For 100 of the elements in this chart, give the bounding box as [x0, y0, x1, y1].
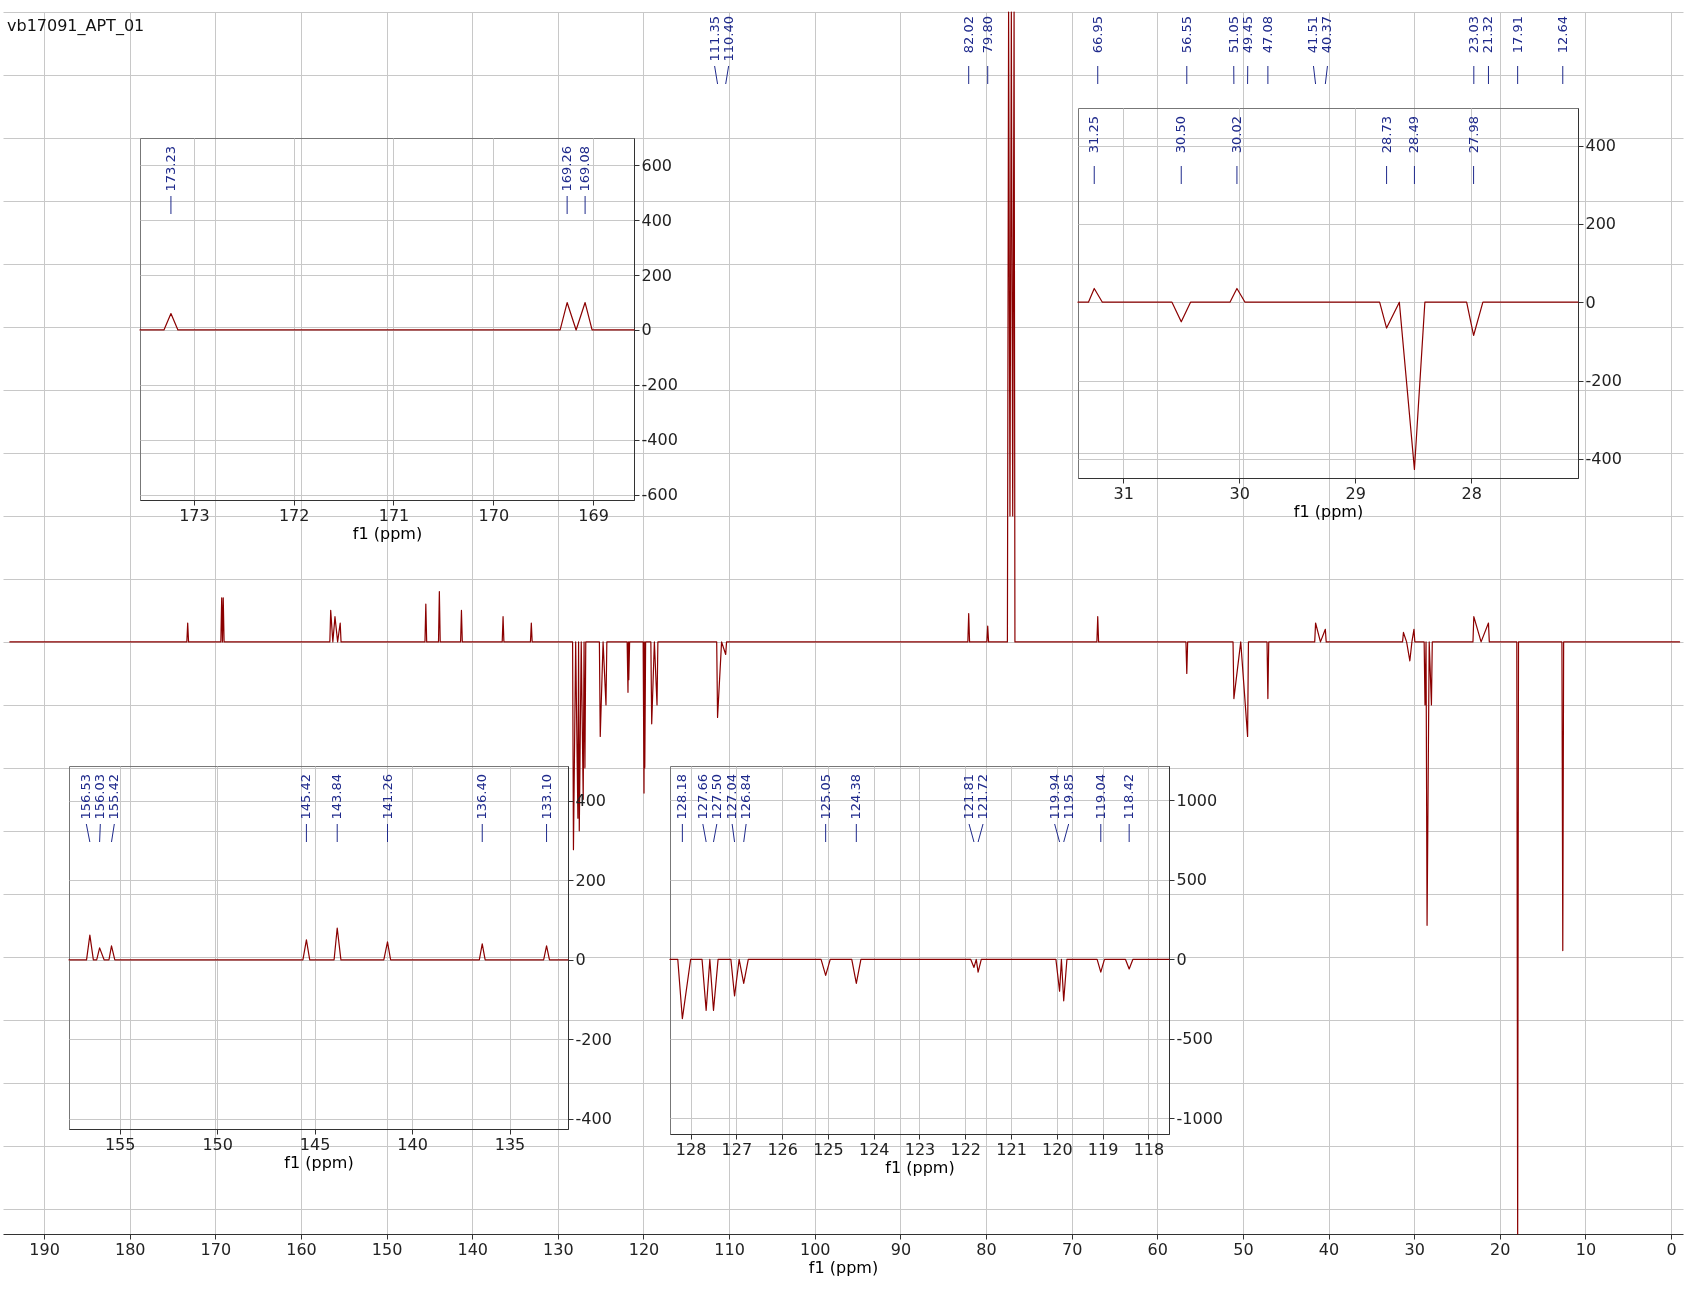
x-axis-title: f1 (ppm)	[1293, 501, 1364, 521]
annotation: 155.42	[106, 774, 122, 820]
annotation: 30.02	[1228, 116, 1244, 154]
x-tick-label: 150	[371, 1239, 403, 1259]
annotation: 110.40	[720, 16, 736, 62]
annotation: 127.66	[694, 774, 710, 820]
y-tick-label: 200	[1585, 214, 1617, 234]
y-tick-label: -400	[641, 430, 678, 450]
y-tick-label: -400	[575, 1109, 612, 1129]
x-tick-label: 122	[950, 1139, 982, 1159]
x-tick-label: 110	[714, 1239, 745, 1259]
x-tick-label: 173	[179, 505, 210, 525]
annotation: 121.81	[961, 774, 977, 820]
x-axis-title: f1 (ppm)	[885, 1157, 955, 1177]
x-tick-label: 40	[1318, 1239, 1340, 1259]
x-tick-label: 126	[767, 1139, 798, 1159]
y-tick-label: -200	[1585, 371, 1622, 391]
line-series	[68, 927, 569, 961]
x-tick-label: 169	[578, 505, 609, 525]
annotation: 125.05	[817, 774, 833, 820]
x-tick-label: 128	[675, 1139, 707, 1159]
y-tick-label: 500	[1176, 870, 1208, 890]
annotation: 28.73	[1378, 116, 1394, 154]
annotation: 12.64	[1554, 16, 1570, 54]
annotation: 51.05	[1225, 16, 1241, 54]
annotation: 173.23	[162, 146, 178, 192]
x-tick-label: 125	[813, 1139, 844, 1159]
annotation: 156.03	[92, 774, 108, 820]
annotation: 156.53	[78, 774, 94, 820]
y-tick-label: 1000	[1176, 791, 1218, 810]
annotation: 49.45	[1239, 16, 1255, 54]
x-tick-label: 145	[299, 1134, 331, 1154]
x-tick-label: 160	[286, 1239, 317, 1259]
annotation: 30.50	[1173, 116, 1189, 154]
annotation: 169.26	[559, 146, 575, 192]
annotation: 23.03	[1465, 16, 1481, 54]
annotation: 127.04	[724, 774, 740, 820]
y-tick-label: 600	[641, 155, 673, 175]
chart-title: vb17091_APT_01	[7, 16, 145, 36]
annotation: 17.91	[1509, 16, 1525, 54]
y-tick-label: 400	[1585, 136, 1617, 156]
x-tick-label: 135	[494, 1134, 526, 1154]
annotation: 143.84	[329, 774, 345, 820]
x-tick-label: 70	[1061, 1239, 1083, 1259]
y-tick-label: 0	[1585, 292, 1596, 312]
x-tick-label: 20	[1490, 1239, 1511, 1259]
annotation: 21.32	[1480, 16, 1496, 54]
x-tick-label: 170	[478, 505, 510, 525]
annotation: 28.49	[1406, 116, 1422, 154]
x-tick-label: 130	[543, 1239, 574, 1259]
annotation: 79.80	[979, 16, 995, 54]
x-tick-label: 155	[104, 1134, 136, 1154]
x-tick-label: 0	[1666, 1239, 1677, 1259]
annotation: 40.37	[1319, 16, 1335, 54]
annotation: 136.40	[474, 774, 490, 820]
y-tick-label: 0	[1176, 949, 1187, 969]
annotation: 128.18	[674, 774, 690, 820]
y-tick-label: -200	[575, 1029, 612, 1049]
y-tick-label: 200	[641, 265, 673, 285]
annotation: 111.35	[706, 16, 722, 62]
annotation: 124.38	[848, 774, 864, 820]
annotation: 47.08	[1259, 16, 1275, 54]
x-tick-label: 80	[976, 1239, 997, 1259]
x-tick-label: 150	[202, 1134, 233, 1154]
annotation: 121.72	[975, 774, 991, 820]
y-tick-label: -1000	[1176, 1108, 1223, 1128]
annotation: 66.95	[1089, 16, 1105, 54]
x-tick-label: 50	[1233, 1239, 1254, 1259]
x-tick-label: 121	[996, 1139, 1027, 1159]
x-tick-label: 120	[628, 1239, 660, 1259]
x-tick-label: 127	[721, 1139, 753, 1159]
annotation: 41.51	[1305, 16, 1321, 54]
x-tick-label: 124	[858, 1139, 890, 1159]
y-tick-label: 0	[641, 320, 652, 340]
x-axis-title: f1 (ppm)	[808, 1257, 879, 1277]
y-tick-label: -500	[1176, 1029, 1213, 1049]
x-axis-title: f1 (ppm)	[352, 523, 423, 543]
x-tick-label: 123	[904, 1139, 936, 1159]
x-axis-title: f1 (ppm)	[284, 1152, 354, 1172]
x-tick-label: 180	[114, 1239, 146, 1259]
x-tick-label: 100	[799, 1239, 831, 1259]
y-tick-label: -200	[641, 375, 678, 395]
annotation: 27.98	[1465, 116, 1481, 154]
annotation: 126.84	[738, 774, 754, 820]
x-tick-label: 29	[1345, 483, 1366, 503]
annotation: 82.02	[960, 16, 976, 54]
x-tick-label: 140	[457, 1239, 489, 1259]
x-tick-label: 120	[1042, 1139, 1073, 1159]
annotation: 127.50	[708, 774, 724, 820]
x-tick-label: 140	[397, 1134, 428, 1154]
y-tick-label: 400	[641, 210, 673, 230]
annotation: 118.42	[1121, 774, 1137, 820]
x-tick-label: 30	[1404, 1239, 1425, 1259]
x-tick-label: 190	[29, 1239, 60, 1259]
x-tick-label: 30	[1229, 483, 1250, 503]
y-tick-label: 0	[575, 950, 586, 970]
annotation: 141.26	[379, 774, 395, 820]
x-tick-label: 28	[1461, 483, 1482, 503]
annotation: 119.94	[1046, 774, 1062, 820]
annotation: 56.55	[1178, 16, 1194, 54]
